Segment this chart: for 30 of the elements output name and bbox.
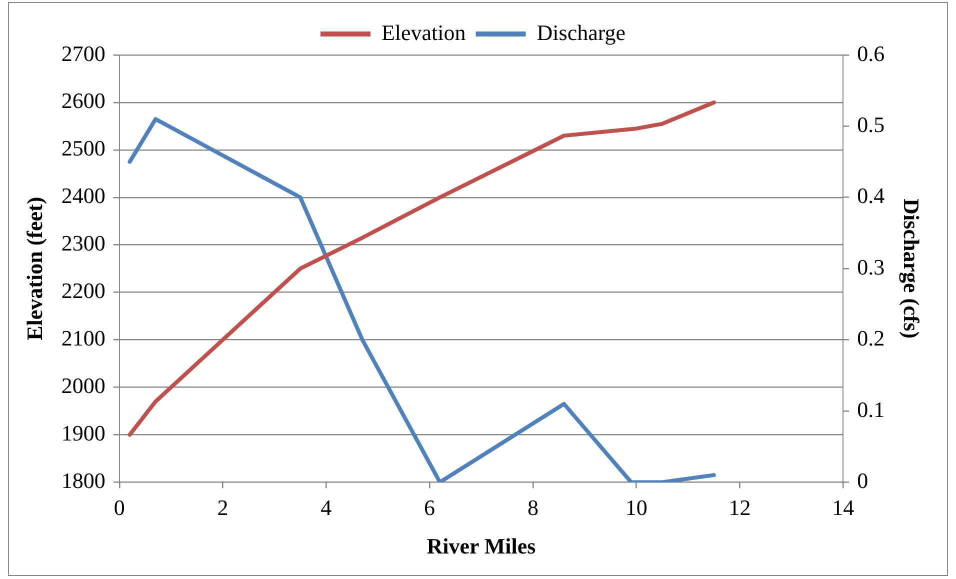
y2-tick-label: 0.5 — [857, 112, 885, 137]
y-tick-label: 1900 — [61, 420, 106, 446]
y-tick-label: 2200 — [61, 278, 106, 304]
y-tick-label: 2000 — [61, 373, 106, 398]
x-tick-label: 0 — [114, 495, 125, 520]
x-tick-label: 12 — [728, 495, 751, 520]
y-tick-label: 2500 — [61, 136, 106, 161]
x-tick-label: 4 — [320, 495, 332, 520]
y-tick-label: 2400 — [61, 183, 106, 208]
y2-axis-title: Discharge (cfs) — [899, 198, 924, 339]
x-tick-label: 10 — [625, 495, 648, 520]
y-tick-label: 1800 — [61, 468, 106, 493]
x-tick-label: 14 — [832, 495, 854, 520]
y2-tick-label: 0.4 — [857, 183, 885, 208]
legend-label: Discharge — [536, 20, 626, 45]
y2-tick-label: 0.3 — [857, 254, 885, 280]
y-tick-label: 2600 — [61, 88, 106, 114]
x-axis-title: River Miles — [426, 533, 536, 558]
x-tick-label: 8 — [527, 495, 538, 520]
y2-tick-label: 0.2 — [857, 326, 885, 351]
y-tick-label: 2300 — [61, 230, 106, 256]
y2-tick-label: 0.6 — [857, 40, 885, 66]
y-tick-label: 2100 — [61, 326, 106, 351]
y-axis-title: Elevation (feet) — [22, 196, 47, 340]
y-tick-label: 2700 — [61, 40, 106, 66]
x-tick-label: 2 — [217, 495, 228, 520]
y2-tick-label: 0 — [857, 468, 868, 493]
legend-label: Elevation — [381, 20, 466, 45]
y2-tick-label: 0.1 — [857, 396, 885, 422]
x-tick-label: 6 — [424, 495, 436, 520]
